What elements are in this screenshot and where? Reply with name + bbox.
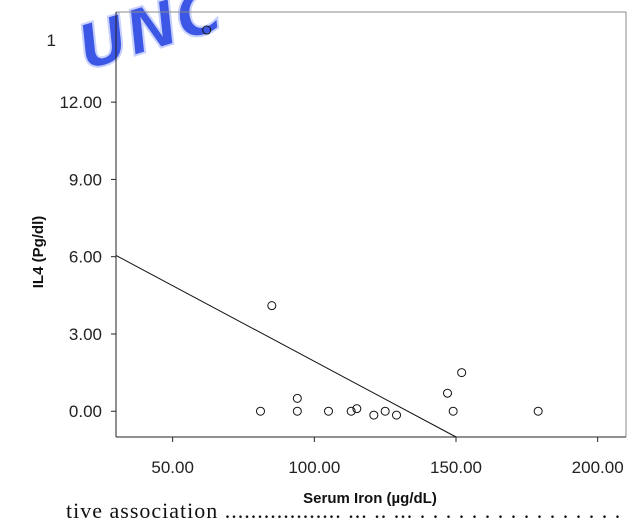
y-tick-label-partial: 1	[47, 31, 56, 50]
y-tick-label: 3.00	[69, 325, 102, 344]
data-point	[292, 393, 302, 403]
data-point	[292, 406, 302, 416]
data-point	[202, 25, 212, 35]
watermark: UNC	[68, 0, 231, 85]
data-point	[369, 410, 379, 420]
y-tick-label: 9.00	[69, 170, 102, 189]
x-tick-label: 150.00	[430, 458, 482, 477]
plot-area	[115, 11, 627, 438]
y-tick-label: 0.00	[69, 402, 102, 421]
data-point	[267, 301, 277, 311]
y-axis-ticks: 0.00 3.00 6.00 9.00 12.00 1	[47, 31, 116, 421]
y-tick-label: 6.00	[69, 248, 102, 267]
data-point	[533, 406, 543, 416]
data-point	[256, 406, 265, 416]
y-tick-label: 12.00	[59, 93, 102, 112]
cutoff-caption-text: tive association .................. ... …	[66, 498, 626, 519]
data-point	[448, 406, 458, 416]
x-axis-title: Serum Iron (µg/dL)	[303, 490, 437, 507]
y-axis-title: IL4 (Pg/dl)	[30, 216, 47, 289]
data-point	[457, 368, 467, 378]
fit-line	[115, 254, 457, 438]
data-point	[380, 406, 390, 416]
x-tick-label: 200.00	[572, 458, 624, 477]
data-point	[324, 406, 333, 416]
x-axis-ticks: 50.00 100.00 150.00 200.00	[151, 437, 624, 477]
data-point	[352, 404, 362, 414]
data-point	[443, 388, 452, 398]
x-tick-label: 50.00	[151, 458, 194, 477]
x-tick-label: 100.00	[288, 458, 340, 477]
data-point	[346, 406, 356, 416]
data-point	[392, 410, 401, 420]
